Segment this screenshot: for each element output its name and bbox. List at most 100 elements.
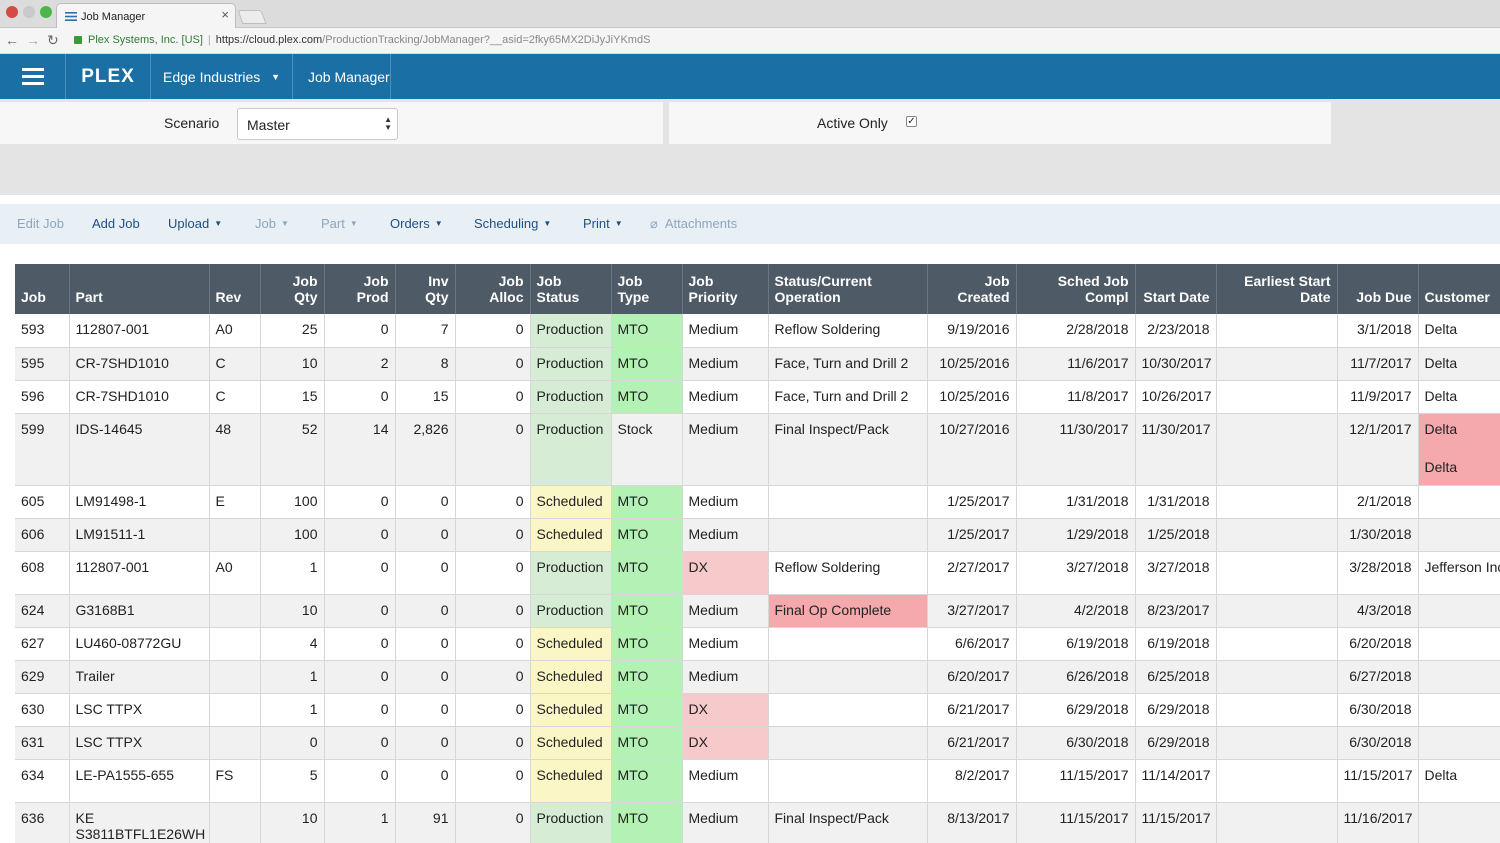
company-selector[interactable]: Edge Industries ▼ — [151, 54, 293, 99]
cell-sched: 2/28/2018 — [1016, 314, 1136, 348]
minimize-window-icon[interactable] — [23, 6, 35, 18]
cell-type: MTO — [611, 485, 683, 519]
column-header[interactable]: Job Type — [611, 264, 683, 314]
column-header[interactable]: Job Qty — [260, 264, 325, 314]
column-header[interactable]: Rev — [209, 264, 261, 314]
attachments-button[interactable]: ⌀ Attachments — [650, 216, 737, 232]
add-job-button[interactable]: Add Job — [92, 216, 140, 231]
attachments-label: Attachments — [664, 216, 738, 231]
table-row[interactable]: 593 112807-001 A0 25 0 7 0 Production MTO Medium R… — [15, 314, 1500, 348]
column-header[interactable]: Job Priority — [682, 264, 769, 314]
edit-job-button[interactable]: Edit Job — [17, 216, 64, 231]
cell-customer: Delta — [1418, 380, 1500, 414]
maximize-window-icon[interactable] — [40, 6, 52, 18]
back-icon[interactable]: ← — [5, 32, 19, 48]
table-row[interactable]: 627 LU460-08772GU 4 0 0 0 Scheduled MTO Medium 6/… — [15, 627, 1500, 661]
part-label: Part — [321, 216, 345, 231]
menu-button[interactable] — [0, 54, 66, 99]
close-tab-icon[interactable]: × — [221, 7, 229, 22]
cell-prod: 0 — [324, 627, 396, 661]
cell-earliest — [1216, 693, 1338, 727]
cell-job: 630 — [15, 693, 70, 727]
table-row[interactable]: 596 CR-7SHD1010 C 15 0 15 0 Production MTO Medium… — [15, 380, 1500, 414]
active-only-checkbox[interactable]: ✓ — [906, 116, 917, 127]
column-header[interactable]: Inv Qty — [395, 264, 456, 314]
table-row[interactable]: 595 CR-7SHD1010 C 10 2 8 0 Production MTO Medium F… — [15, 347, 1500, 381]
cell-job: 605 — [15, 485, 70, 519]
column-header[interactable]: Job Due — [1337, 264, 1419, 314]
cell-priority: Medium — [682, 594, 769, 628]
cell-status: Scheduled — [530, 485, 612, 519]
table-row[interactable]: 631 LSC TTPX 0 0 0 0 Scheduled MTO DX 6/21/2017 6/… — [15, 726, 1500, 760]
upload-menu[interactable]: Upload ▼ — [168, 216, 222, 231]
cell-due: 6/20/2018 — [1337, 627, 1419, 661]
cell-operation — [768, 518, 928, 552]
column-header[interactable]: Sched Job Compl — [1016, 264, 1136, 314]
cell-rev: A0 — [209, 314, 261, 348]
cell-status: Production — [530, 314, 612, 348]
table-row[interactable]: 599 IDS-14645 48 52 14 2,826 0 Production Stock M… — [15, 413, 1500, 486]
cell-alloc: 0 — [455, 660, 531, 694]
table-row[interactable]: 624 G3168B1 10 0 0 0 Production MTO Medium Final … — [15, 594, 1500, 628]
table-row[interactable]: 605 LM91498-1 E 100 0 0 0 Scheduled MTO Medium 1/2… — [15, 485, 1500, 519]
table-row[interactable]: 629 Trailer 1 0 0 0 Scheduled MTO Medium 6/20/201… — [15, 660, 1500, 694]
cell-operation: Reflow Soldering — [768, 314, 928, 348]
column-header[interactable]: Part — [69, 264, 210, 314]
cell-earliest — [1216, 518, 1338, 552]
cell-qty: 0 — [260, 726, 325, 760]
cell-created: 8/13/2017 — [927, 802, 1017, 843]
column-header[interactable]: Earliest Start Date — [1216, 264, 1338, 314]
column-header[interactable]: Job Alloc — [455, 264, 531, 314]
cell-alloc: 0 — [455, 594, 531, 628]
cell-sched: 1/31/2018 — [1016, 485, 1136, 519]
reload-icon[interactable]: ↻ — [47, 32, 59, 48]
cell-prod: 0 — [324, 518, 396, 552]
cell-job: 624 — [15, 594, 70, 628]
part-menu[interactable]: Part ▼ — [321, 216, 358, 231]
cell-rev — [209, 802, 261, 843]
cell-customer — [1418, 627, 1500, 661]
cell-inv: 8 — [395, 347, 456, 381]
url-field[interactable]: Plex Systems, Inc. [US] | https://cloud.pl… — [74, 34, 650, 46]
column-header[interactable]: Job Created — [927, 264, 1017, 314]
cell-job: 606 — [15, 518, 70, 552]
cell-inv: 0 — [395, 518, 456, 552]
column-header[interactable]: Start Date — [1135, 264, 1217, 314]
table-row[interactable]: 636 KE S3811BTFL1E26WH 10 1 91 0 Production MTO… — [15, 802, 1500, 843]
caret-down-icon: ▼ — [349, 219, 358, 228]
scheduling-menu[interactable]: Scheduling ▼ — [474, 216, 551, 231]
column-header[interactable]: Job Prod — [324, 264, 396, 314]
cell-customer: Jefferson Inc — [1418, 551, 1500, 595]
scenario-select[interactable]: Master ▲ ▼ — [237, 108, 398, 140]
cell-priority: Medium — [682, 314, 769, 348]
cell-alloc: 0 — [455, 759, 531, 803]
column-header[interactable]: Customer — [1418, 264, 1500, 314]
cell-status: Production — [530, 413, 612, 486]
table-row[interactable]: 608 112807-001 A0 1 0 0 0 Production MTO DX Reflow… — [15, 551, 1500, 595]
column-header[interactable]: Job Status — [530, 264, 612, 314]
table-row[interactable]: 634 LE-PA1555-655 FS 5 0 0 0 Scheduled MTO Medium… — [15, 759, 1500, 803]
job-menu[interactable]: Job ▼ — [255, 216, 289, 231]
cell-due: 6/27/2018 — [1337, 660, 1419, 694]
cell-job: 636 — [15, 802, 70, 843]
cell-qty: 1 — [260, 693, 325, 727]
new-tab-button[interactable] — [237, 10, 267, 24]
cell-priority: DX — [682, 726, 769, 760]
close-window-icon[interactable] — [6, 6, 18, 18]
cell-inv: 0 — [395, 551, 456, 595]
plex-logo[interactable]: PLEX — [66, 54, 151, 99]
table-row[interactable]: 630 LSC TTPX 1 0 0 0 Scheduled MTO DX 6/21/2017 6/… — [15, 693, 1500, 727]
caret-down-icon: ▼ — [614, 219, 623, 228]
column-header[interactable]: Job — [15, 264, 70, 314]
cell-created: 1/25/2017 — [927, 485, 1017, 519]
table-row[interactable]: 606 LM91511-1 100 0 0 0 Scheduled MTO Medium 1/25… — [15, 518, 1500, 552]
forward-icon[interactable]: → — [26, 32, 40, 48]
column-header[interactable]: Status/Current Operation — [768, 264, 928, 314]
cell-due: 2/1/2018 — [1337, 485, 1419, 519]
cell-type: MTO — [611, 347, 683, 381]
job-grid: Job Part Rev Job Qty Job Prod Inv Qty Job Allo… — [15, 264, 1500, 843]
print-menu[interactable]: Print ▼ — [583, 216, 623, 231]
orders-menu[interactable]: Orders ▼ — [390, 216, 443, 231]
browser-tab-active[interactable]: Job Manager × — [56, 3, 236, 29]
cell-alloc: 0 — [455, 314, 531, 348]
